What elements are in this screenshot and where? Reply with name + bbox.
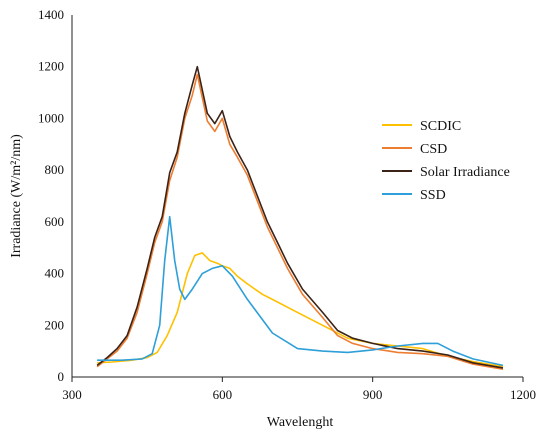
x-tick-label: 600 [213,387,233,402]
y-tick-label: 1400 [38,7,64,22]
y-tick-label: 800 [45,162,65,177]
y-tick-label: 200 [45,317,65,332]
y-axis-title: Irradiance (W/m²/nm) [9,134,24,258]
y-tick-label: 600 [45,214,65,229]
y-tick-label: 400 [45,266,65,281]
x-tick-label: 1200 [510,387,536,402]
x-tick-label: 300 [62,387,82,402]
legend-label: SCDIC [420,119,461,134]
legend-label: SSD [420,188,446,203]
y-tick-label: 1200 [38,59,64,74]
y-tick-label: 0 [58,369,65,384]
x-tick-group: 300 600 900 1200 [62,377,536,402]
series-line-ssd [97,215,504,367]
x-axis-title: Wavelenght [267,415,334,430]
series-line-solar-irradiance [96,65,504,369]
series-line-csd [96,73,504,370]
y-tick-group: 0 200 400 600 800 1000 1200 1400 [38,7,64,384]
x-tick-label: 900 [363,387,383,402]
series-line-scdic [97,252,504,368]
legend-label: CSD [420,142,447,157]
legend-label: Solar Irradiance [420,165,510,180]
y-tick-label: 1000 [38,110,64,125]
legend: SCDIC CSD Solar Irradiance SSD [382,119,510,203]
series-group [96,65,504,370]
